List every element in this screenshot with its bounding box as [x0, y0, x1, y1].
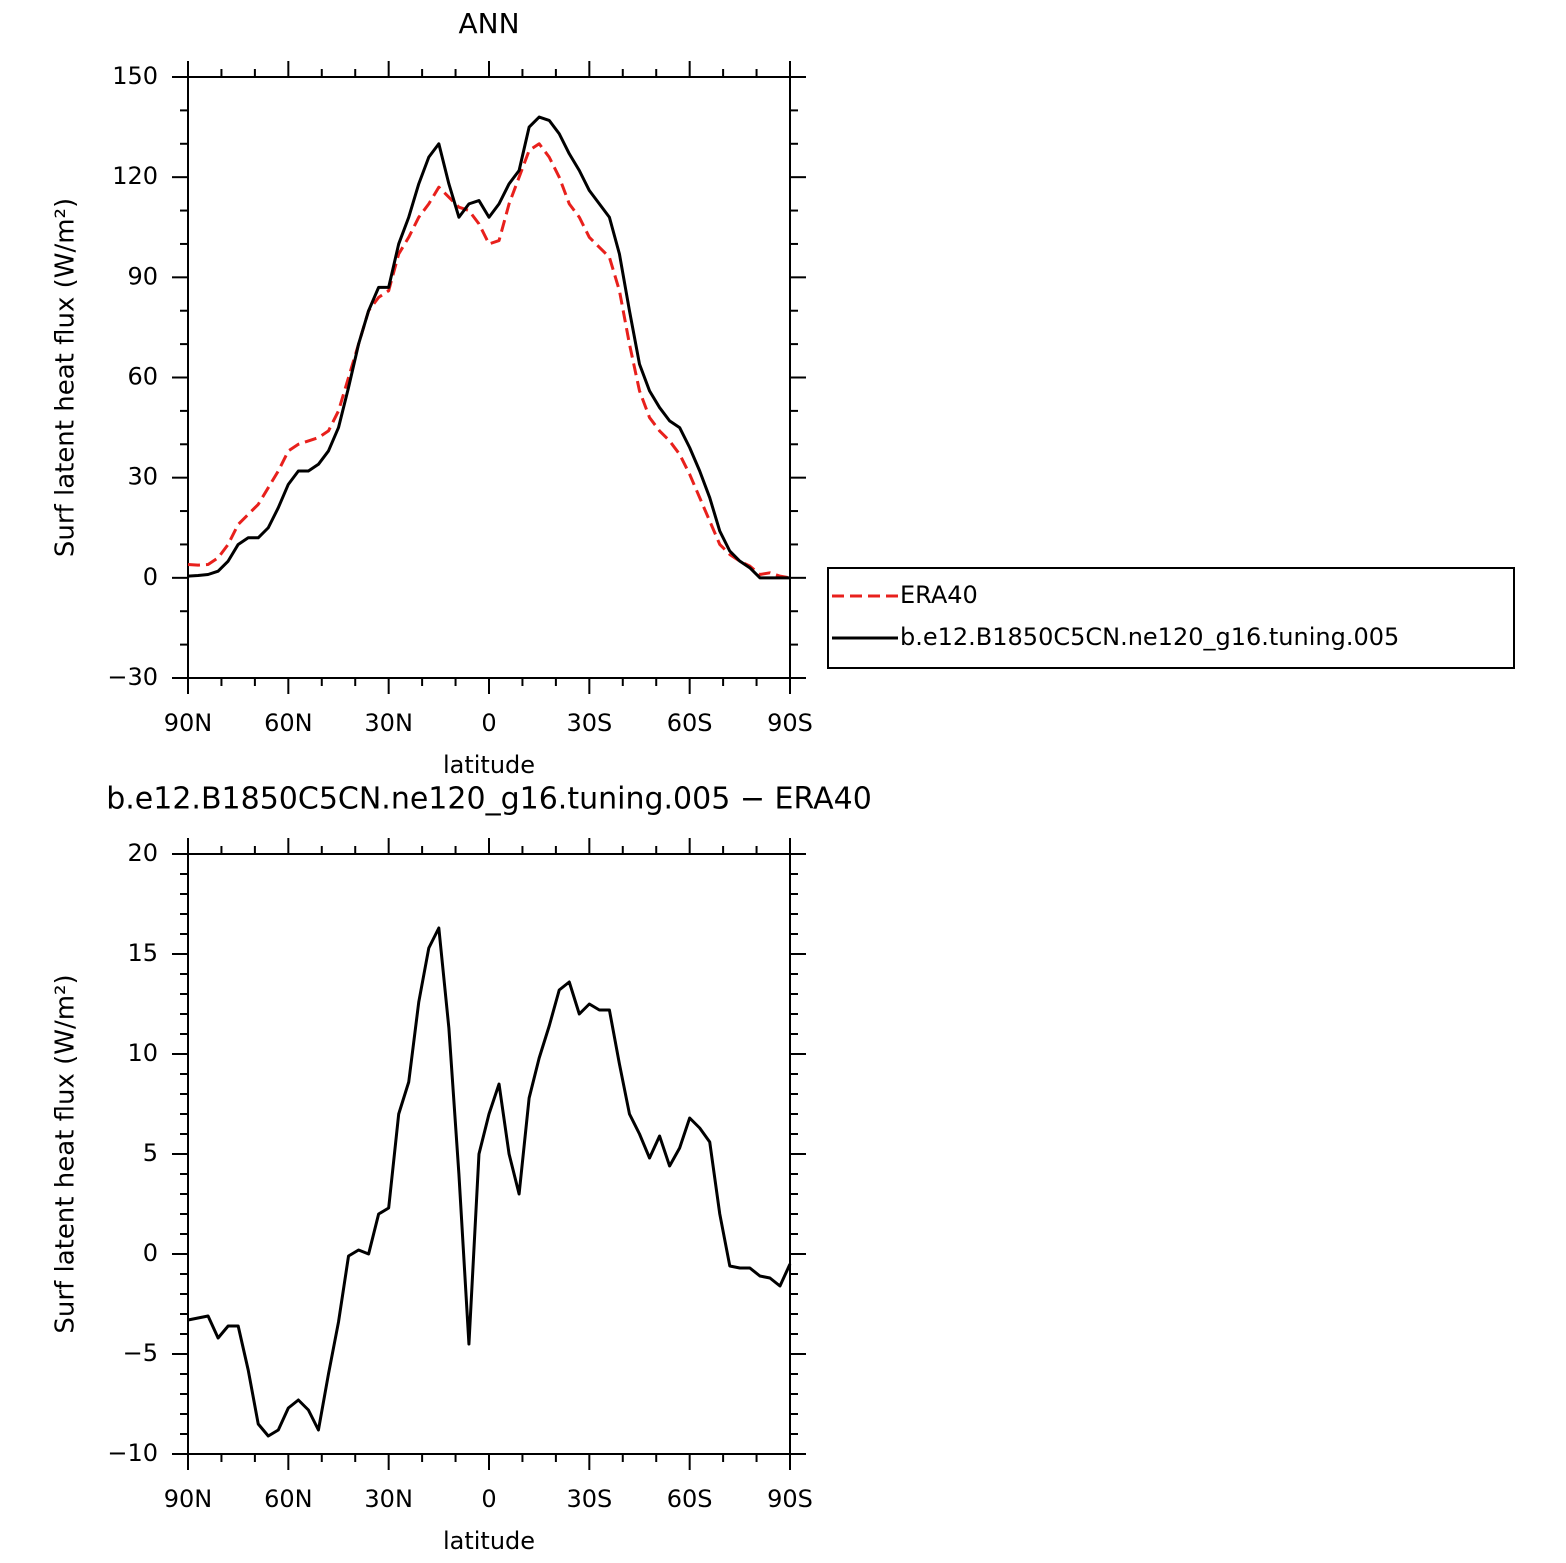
y-tick-label: 0: [143, 1239, 158, 1267]
plot-frame: [187, 76, 791, 679]
y-tick-label: 10: [127, 1039, 158, 1067]
x-tick-label: 90S: [767, 709, 813, 737]
x-tick-label: 30S: [566, 1485, 612, 1513]
plot-frame: [187, 853, 791, 1455]
x-tick-label: 60N: [264, 709, 313, 737]
series-line: [187, 926, 792, 1438]
x-tick-label: 60S: [667, 709, 713, 737]
x-tick-label: 0: [481, 709, 496, 737]
x-axis-label: latitude: [443, 1527, 535, 1555]
y-tick-label: −5: [123, 1339, 158, 1367]
legend-label: ERA40: [900, 581, 978, 609]
x-tick-label: 0: [481, 1485, 496, 1513]
y-tick-label: 5: [143, 1139, 158, 1167]
series-line: [187, 115, 790, 580]
x-tick-label: 30S: [566, 709, 612, 737]
chart-title: b.e12.B1850C5CN.ne120_g16.tuning.005 − E…: [106, 782, 872, 817]
legend-label: b.e12.B1850C5CN.ne120_g16.tuning.005: [900, 623, 1399, 651]
series-line: [187, 142, 791, 580]
y-tick-label: −10: [107, 1439, 158, 1467]
x-tick-label: 30N: [364, 709, 413, 737]
x-tick-label: 90N: [164, 709, 213, 737]
y-tick-label: 15: [127, 939, 158, 967]
x-tick-label: 90N: [164, 1485, 213, 1513]
y-tick-label: −30: [107, 663, 158, 691]
x-tick-label: 60N: [264, 1485, 313, 1513]
y-axis-label: Surf latent heat flux (W/m²): [51, 198, 81, 557]
legend-box: [827, 567, 1515, 669]
y-tick-label: 20: [127, 839, 158, 867]
y-tick-label: 0: [143, 563, 158, 591]
x-tick-label: 30N: [364, 1485, 413, 1513]
y-tick-label: 90: [127, 262, 158, 290]
x-tick-label: 90S: [767, 1485, 813, 1513]
y-tick-label: 120: [112, 162, 158, 190]
y-tick-label: 60: [127, 363, 158, 391]
x-axis-label: latitude: [443, 751, 535, 779]
y-tick-label: 30: [127, 463, 158, 491]
chart-title: ANN: [458, 7, 519, 40]
y-tick-label: 150: [112, 62, 158, 90]
y-axis-label: Surf latent heat flux (W/m²): [51, 974, 81, 1333]
x-tick-label: 60S: [667, 1485, 713, 1513]
